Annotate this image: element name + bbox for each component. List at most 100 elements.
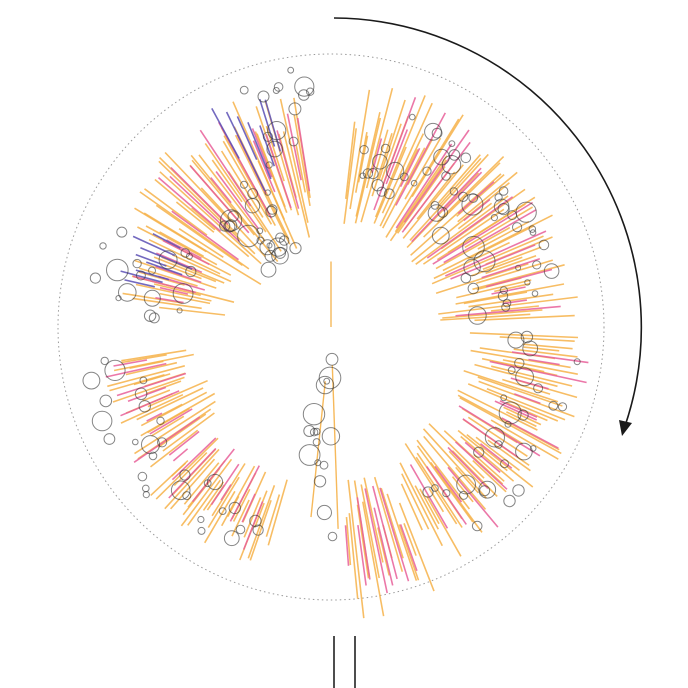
pink-spike: [463, 198, 491, 222]
circle-marker-layer: [82, 66, 581, 547]
orange-spike: [431, 235, 544, 285]
orange-spike: [380, 123, 402, 181]
purple-spike: [124, 279, 155, 288]
circle-marker: [460, 272, 472, 284]
orange-spike: [187, 479, 221, 526]
orange-spike: [155, 437, 219, 500]
orange-spike: [410, 173, 502, 256]
orange-spike: [456, 279, 532, 299]
pink-spike: [286, 113, 302, 181]
orange-spike: [147, 379, 208, 408]
circle-marker: [180, 248, 191, 258]
circle-marker: [372, 153, 388, 170]
circle-marker: [484, 427, 505, 448]
orange-spike: [398, 502, 435, 592]
circle-marker: [502, 298, 512, 308]
orange-spike: [374, 95, 426, 218]
orange-spike: [396, 166, 446, 234]
pink-spike: [372, 485, 398, 580]
pink-spike: [494, 400, 538, 421]
orange-spike: [120, 393, 184, 424]
orange-spike: [134, 400, 216, 455]
circle-marker: [459, 490, 469, 500]
pink-spike: [199, 129, 252, 207]
orange-spike: [416, 439, 471, 510]
orange-spike: [265, 494, 281, 537]
circle-marker: [458, 191, 469, 202]
circle-marker: [203, 479, 212, 488]
circle-marker: [143, 309, 157, 322]
circle-marker: [515, 367, 534, 387]
circle-marker: [247, 188, 259, 199]
purple-spike: [152, 232, 181, 249]
circle-marker: [273, 82, 284, 92]
orange-spike: [373, 476, 404, 572]
orange-spike: [164, 151, 232, 222]
circle-marker: [141, 435, 160, 455]
orange-spike: [164, 448, 220, 510]
orange-spike: [401, 473, 430, 530]
pink-spike: [155, 252, 203, 274]
pink-spike: [170, 167, 229, 225]
orange-spike: [440, 313, 531, 321]
pink-spike: [426, 466, 467, 525]
orange-spike: [143, 212, 262, 285]
circle-marker: [134, 387, 148, 401]
orange-spike: [499, 336, 575, 342]
orange-spike: [433, 241, 510, 280]
circle-marker: [494, 440, 503, 449]
pink-spike: [168, 447, 217, 499]
orange-spike: [451, 476, 474, 503]
orange-spike: [145, 225, 218, 266]
orange-spike: [436, 157, 482, 209]
circle-marker: [220, 209, 243, 232]
circle-marker: [249, 514, 262, 528]
pink-spike: [373, 507, 394, 586]
circle-marker: [237, 224, 260, 248]
orange-spike: [267, 479, 288, 546]
pink-spike: [171, 210, 239, 261]
orange-spike: [279, 98, 309, 223]
circle-marker: [503, 494, 516, 508]
circle-marker: [456, 474, 477, 495]
orange-spike: [345, 517, 352, 566]
orange-spike: [472, 264, 565, 291]
orange-spike: [464, 206, 534, 249]
circle-marker: [514, 357, 525, 369]
pink-spike: [364, 488, 388, 594]
circle-marker: [462, 235, 485, 259]
orange-spike: [343, 128, 357, 224]
orange-spike: [169, 458, 216, 510]
orange-spike: [159, 171, 262, 265]
circle-marker: [197, 526, 206, 535]
orange-spike: [360, 484, 380, 579]
circle-marker: [327, 531, 338, 542]
circle-marker: [259, 239, 276, 256]
circle-marker: [512, 222, 523, 233]
circle-marker: [89, 272, 102, 284]
pink-spike: [116, 372, 187, 397]
circle-marker: [103, 433, 116, 445]
orange-spike: [354, 117, 382, 224]
circle-marker: [142, 484, 150, 493]
circle-marker: [264, 189, 271, 196]
pink-spike: [399, 524, 418, 572]
orange-spike: [506, 411, 537, 428]
direction-arrowhead: [619, 420, 632, 436]
purple-spike: [135, 269, 170, 281]
orange-spike: [416, 445, 474, 523]
circle-marker: [185, 265, 197, 278]
purple-spike: [132, 235, 176, 257]
circle-marker: [148, 312, 160, 324]
circle-marker: [499, 286, 508, 295]
circle-marker: [104, 359, 126, 381]
orange-spike: [121, 354, 167, 364]
direction-arrow: [333, 17, 643, 427]
circle-marker: [494, 193, 503, 202]
circle-marker: [302, 403, 326, 426]
orange-spike: [159, 292, 211, 305]
orange-spike: [502, 359, 578, 375]
spike-layer: [105, 88, 589, 619]
orange-spike: [422, 428, 487, 499]
circle-marker: [529, 445, 537, 452]
